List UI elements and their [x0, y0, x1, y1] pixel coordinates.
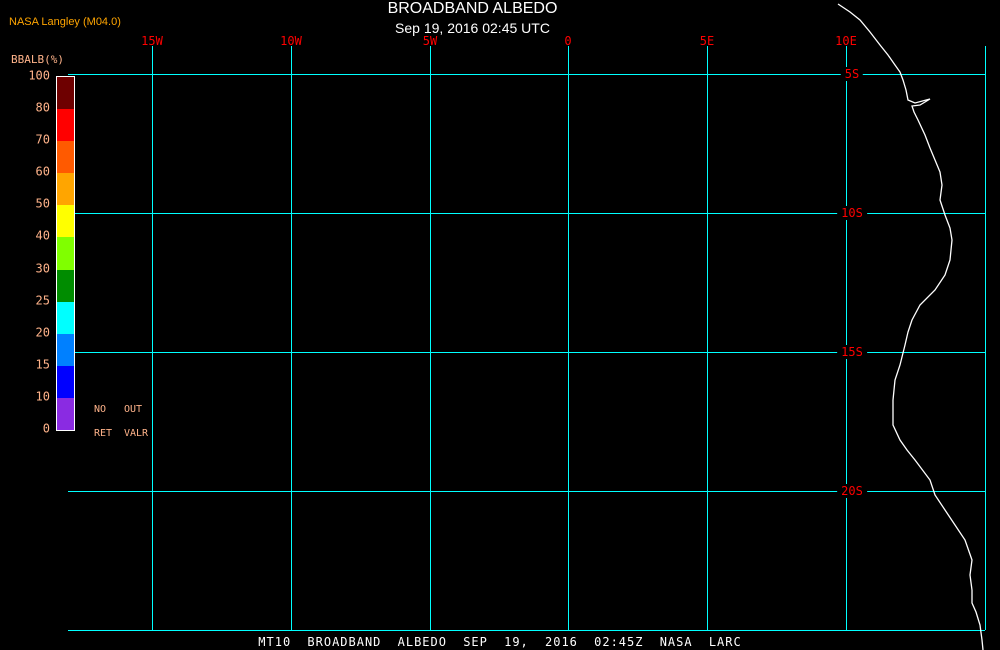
colorbar-tick-label: 15 — [35, 357, 50, 372]
colorbar-swatch — [57, 365, 74, 398]
out-of-range-label-2: VALR — [124, 428, 149, 439]
credit-label: NASA Langley (M04.0) — [9, 16, 121, 28]
out-of-range-label-1: OUT — [124, 404, 143, 415]
map-title: BROADBAND ALBEDO — [387, 0, 558, 17]
latitude-label: 10S — [837, 206, 867, 220]
longitude-label: 10W — [280, 34, 302, 48]
longitude-label: 0 — [564, 34, 572, 48]
colorbar-tick-label: 40 — [35, 228, 50, 243]
colorbar-tick-label: 10 — [35, 389, 50, 404]
longitude-label: 10E — [835, 34, 857, 48]
colorbar-tick-label: 60 — [35, 164, 50, 179]
latitude-label: 15S — [837, 345, 867, 359]
footer-caption: MT10 BROADBAND ALBEDO SEP 19, 2016 02:45… — [258, 635, 742, 649]
latitude-label: 20S — [837, 484, 867, 498]
colorbar-swatch — [57, 269, 74, 302]
colorbar-tick-label: 30 — [35, 261, 50, 276]
longitude-label: 5E — [699, 34, 715, 48]
colorbar-tick-label: 25 — [35, 293, 50, 308]
graticule — [68, 46, 986, 631]
colorbar-tick-label: 20 — [35, 325, 50, 340]
colorbar-swatch — [57, 76, 74, 110]
colorbar-swatch — [57, 141, 74, 174]
colorbar-swatch — [57, 173, 74, 206]
colorbar-swatch — [57, 237, 74, 270]
longitude-label: 5W — [422, 34, 438, 48]
map-subtitle: Sep 19, 2016 02:45 UTC — [395, 20, 550, 36]
colorbar — [56, 76, 75, 431]
colorbar-tick-label: 100 — [28, 68, 50, 83]
colorbar-tick-label: 80 — [35, 100, 50, 115]
colorbar-swatch — [57, 333, 74, 366]
colorbar-title: BBALB(%) — [11, 53, 64, 66]
no-retrieval-label-1: NO — [94, 404, 107, 415]
latitude-label: 5S — [840, 67, 864, 81]
colorbar-swatch — [57, 109, 74, 142]
no-retrieval-label-2: RET — [94, 428, 113, 439]
coastline — [837, 3, 984, 650]
colorbar-swatch — [57, 397, 74, 430]
longitude-label: 15W — [141, 34, 163, 48]
colorbar-tick-label: 70 — [35, 132, 50, 147]
colorbar-tick-label: 50 — [35, 196, 50, 211]
colorbar-tick-label: 0 — [42, 421, 50, 436]
colorbar-swatch — [57, 205, 74, 238]
colorbar-swatch — [57, 301, 74, 334]
